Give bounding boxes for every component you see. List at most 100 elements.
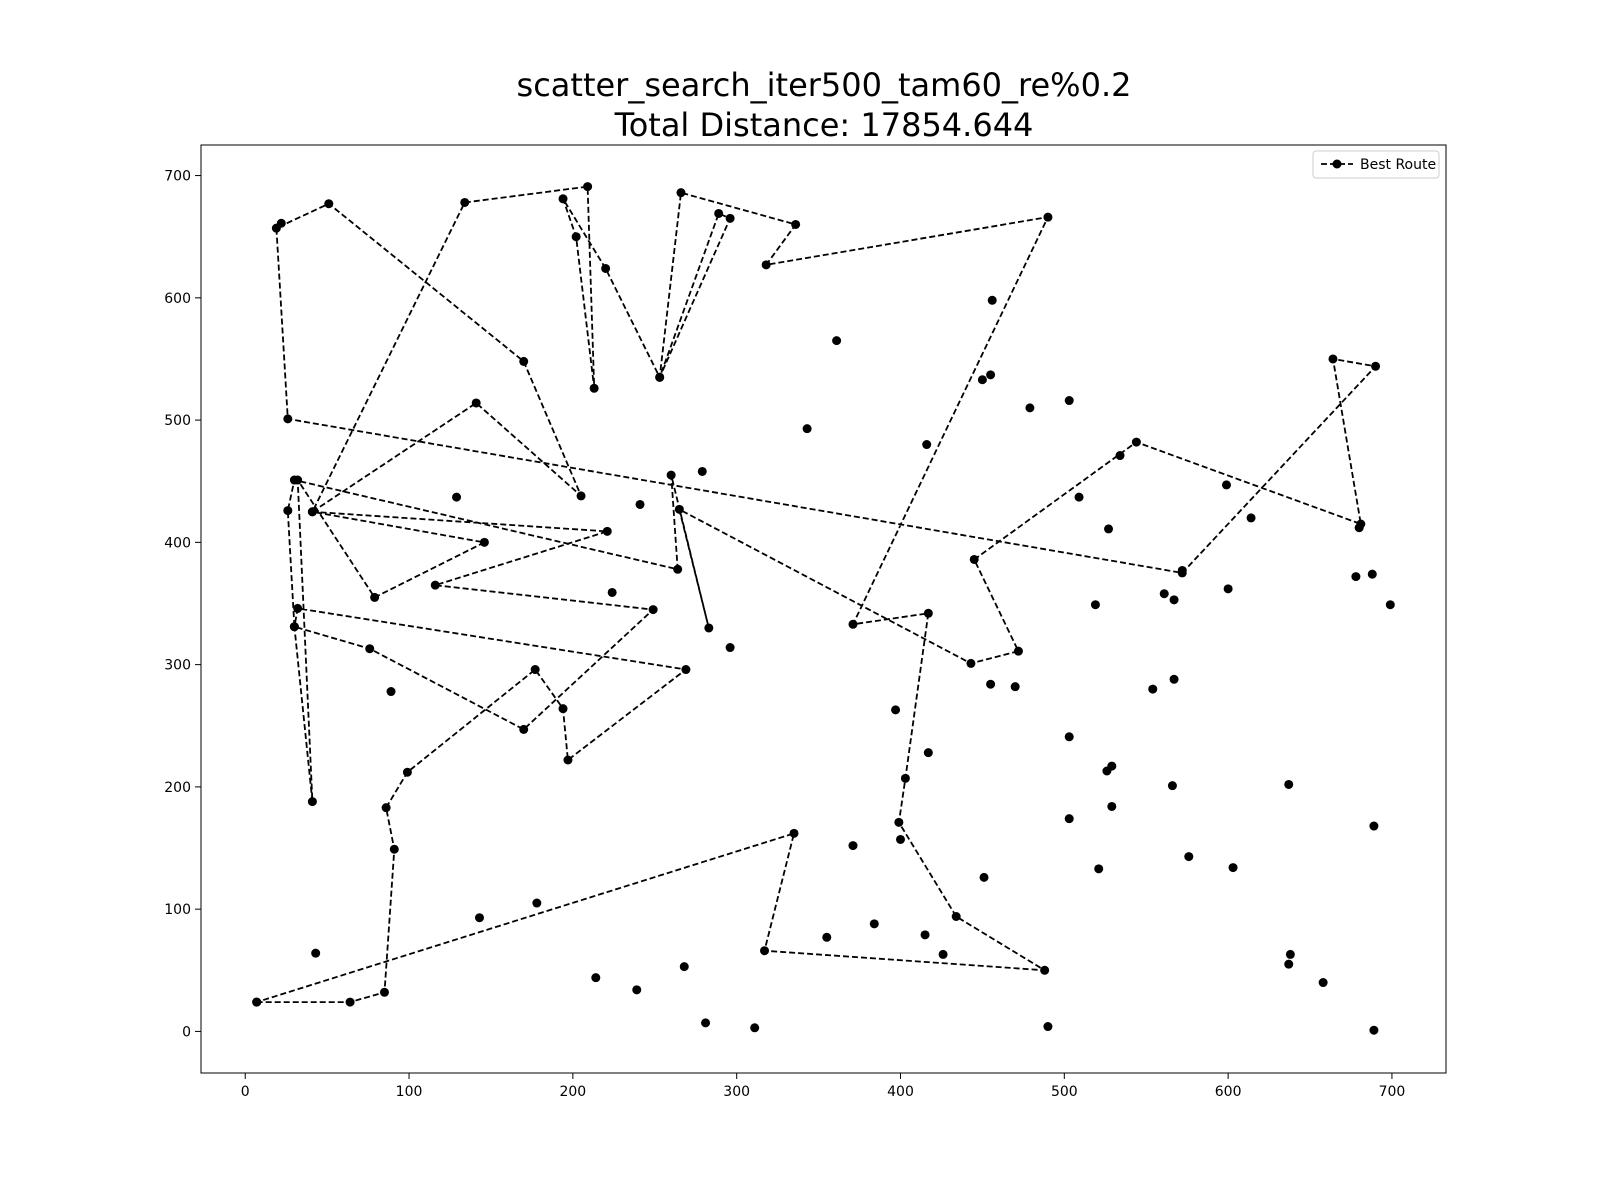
route-point [1043, 212, 1053, 222]
city-point [474, 913, 484, 923]
city-point [1169, 674, 1179, 684]
route-point [283, 506, 293, 516]
city-point [1246, 513, 1256, 523]
route-point [471, 398, 481, 408]
route-point [969, 554, 979, 564]
route-point [791, 219, 801, 229]
city-point [679, 962, 689, 972]
city-point [452, 492, 462, 502]
route-point [530, 665, 540, 675]
route-point [563, 755, 573, 765]
x-tick-label: 0 [241, 1084, 250, 1100]
route-point [676, 188, 686, 198]
route-point [252, 997, 262, 1007]
city-point [697, 466, 707, 476]
city-point [725, 643, 735, 653]
y-tick-label: 500 [164, 413, 191, 429]
route-point [1040, 965, 1050, 975]
route-point [365, 644, 375, 654]
x-tick-label: 700 [1379, 1084, 1406, 1100]
x-tick-label: 300 [723, 1084, 750, 1100]
legend: Best Route [1312, 150, 1440, 179]
route-point [681, 665, 691, 675]
city-point [848, 841, 858, 851]
city-point [386, 687, 396, 697]
route-point [1013, 646, 1023, 656]
route-point [1131, 437, 1141, 447]
route-point [307, 797, 317, 807]
city-point [832, 336, 842, 346]
legend-box [1312, 150, 1440, 179]
city-point [1167, 781, 1177, 791]
route-point [519, 724, 529, 734]
route-point [379, 987, 389, 997]
x-tick-label: 200 [559, 1084, 586, 1100]
y-tick-label: 700 [164, 169, 191, 185]
y-tick-label: 0 [182, 1024, 191, 1040]
route-point [558, 704, 568, 714]
route-point [848, 619, 858, 629]
city-point [1354, 523, 1364, 533]
y-tick-label: 600 [164, 291, 191, 307]
city-point [1367, 569, 1377, 579]
city-point [1285, 949, 1295, 959]
city-point [1115, 451, 1125, 461]
city-point [1221, 480, 1231, 490]
x-axis: 0 100 200 300 400 500 600 700 [241, 1073, 1406, 1100]
city-point [1177, 565, 1187, 575]
y-tick-label: 200 [164, 780, 191, 796]
city-point [986, 370, 996, 380]
route-point [289, 475, 299, 485]
city-point [822, 932, 832, 942]
city-point [1064, 732, 1074, 742]
city-point [750, 1023, 760, 1033]
city-point [1159, 589, 1169, 599]
route-point [479, 537, 489, 547]
chart-title-line1: scatter_search_iter500_tam60_re%0.2 [517, 66, 1132, 104]
city-point [1385, 600, 1395, 610]
x-tick-label: 400 [887, 1084, 914, 1100]
route-point [602, 526, 612, 536]
route-point [571, 232, 581, 242]
route-point [283, 414, 293, 424]
city-point [802, 424, 812, 434]
route-point [402, 767, 412, 777]
route-point [648, 605, 658, 615]
city-point [1043, 1022, 1053, 1032]
city-point [532, 898, 542, 908]
city-point [1104, 524, 1114, 534]
route-point [381, 803, 391, 813]
route-point [430, 580, 440, 590]
city-point [923, 748, 933, 758]
city-point [1228, 863, 1238, 873]
y-tick-label: 300 [164, 658, 191, 674]
city-point [1010, 682, 1020, 692]
route-point [460, 197, 470, 207]
x-tick-label: 100 [396, 1084, 423, 1100]
city-point [1223, 584, 1233, 594]
city-point [701, 1018, 711, 1028]
y-tick-label: 100 [164, 902, 191, 918]
route-point [576, 491, 586, 501]
route-point [558, 194, 568, 204]
route-point [307, 507, 317, 517]
city-point [1369, 1025, 1379, 1035]
city-point [1369, 821, 1379, 831]
x-tick-label: 600 [1215, 1084, 1242, 1100]
route-point [1328, 354, 1338, 364]
city-point [1284, 779, 1294, 789]
city-point [1284, 959, 1294, 969]
y-tick-label: 400 [164, 535, 191, 551]
city-point [1064, 814, 1074, 824]
route-point [293, 603, 303, 613]
route-point [789, 828, 799, 838]
city-point [1351, 572, 1361, 582]
route-point [951, 911, 961, 921]
city-point [1064, 396, 1074, 406]
city-point [1074, 492, 1084, 502]
city-point [1107, 801, 1117, 811]
y-axis: 0 100 200 300 400 500 600 700 [164, 169, 201, 1040]
route-point [666, 470, 676, 480]
city-point [1025, 403, 1035, 413]
